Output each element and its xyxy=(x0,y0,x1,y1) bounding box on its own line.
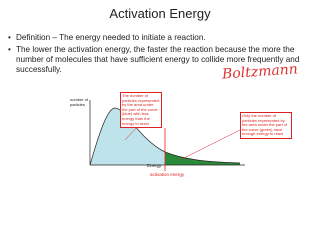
bullet: The lower the activation energy, the fas… xyxy=(8,45,316,75)
callout-pointer xyxy=(179,129,241,161)
distribution-diagram xyxy=(89,100,245,171)
bullet: Definition – The energy needed to initia… xyxy=(8,33,316,43)
blue-area xyxy=(90,108,165,165)
threshold-label: activation energy xyxy=(150,172,185,177)
y-axis-label: number of particles xyxy=(70,97,89,107)
callout: Only the number of particles represented… xyxy=(240,112,292,139)
green-area xyxy=(165,152,240,165)
slide-title: Activation Energy xyxy=(109,6,211,21)
slide: {"header": {"title": "Activation Energy"… xyxy=(0,0,320,180)
x-axis-label: Energy xyxy=(147,163,162,168)
callout: The number of particles represented by t… xyxy=(120,92,162,129)
